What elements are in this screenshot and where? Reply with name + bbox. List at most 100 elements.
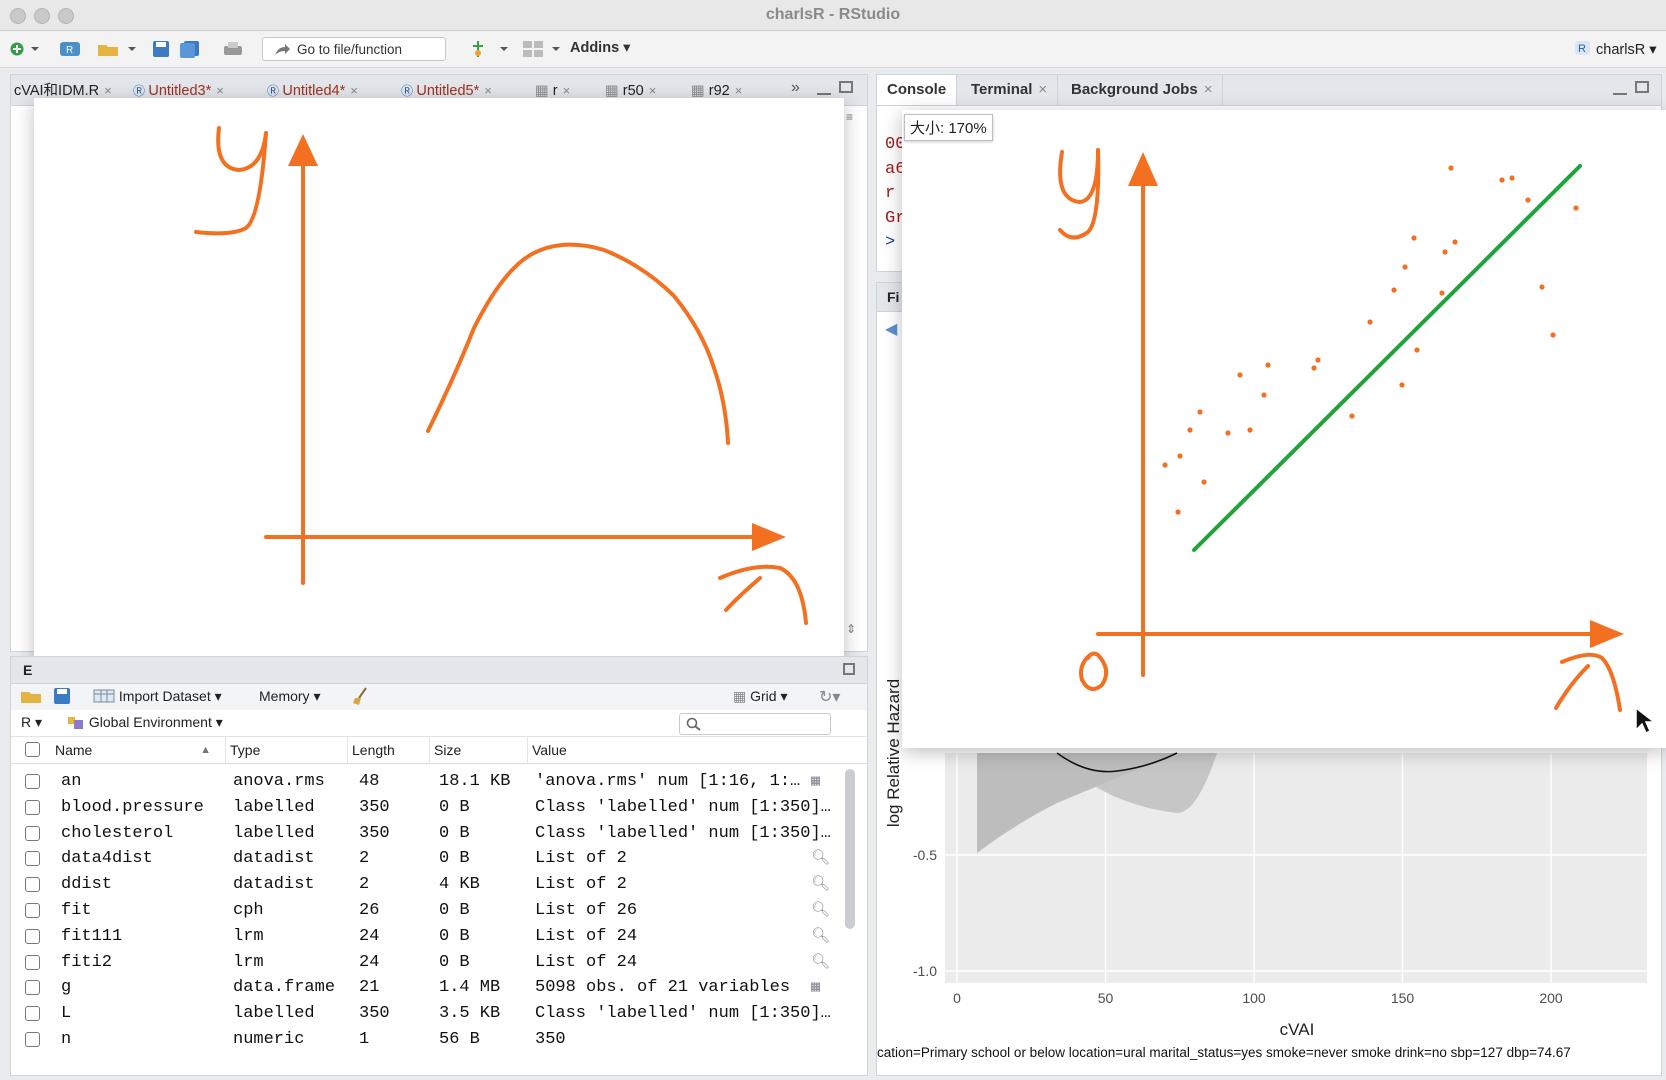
environment-menu[interactable]: Global Environment ▾ [67, 714, 223, 731]
editor-tab-1[interactable]: Ⓡ Untitled3* × [133, 78, 224, 103]
row-checkbox[interactable] [25, 980, 40, 996]
goto-file-input[interactable]: Go to file/function [262, 37, 446, 61]
save-all-button[interactable] [178, 38, 202, 60]
column-header-length[interactable]: Length [347, 737, 424, 763]
table-row[interactable]: an anova.rms 48 18.1 KB 'anova.rms' num [1:1… [11, 769, 837, 796]
close-icon[interactable]: × [562, 83, 571, 98]
scatter-dot [1399, 382, 1405, 388]
magnifier-icon[interactable]: 🔍︎ [811, 850, 831, 868]
grid-view-menu[interactable]: ▦ Grid ▾ [733, 688, 788, 704]
table-icon[interactable]: ▦ [811, 773, 821, 790]
close-icon[interactable]: × [734, 83, 743, 98]
column-header-size[interactable]: Size [429, 737, 522, 763]
back-arrow-icon[interactable]: ◀ [885, 321, 898, 338]
column-header-name[interactable]: Name ▲ [55, 737, 219, 763]
close-icon[interactable]: × [104, 83, 112, 98]
column-header-value[interactable]: Value [527, 737, 832, 763]
maximize-pane-icon[interactable] [843, 663, 855, 675]
y-axis-arrowhead [1128, 152, 1158, 186]
table-row[interactable]: fiti2 lrm 24 0 B List of 24 🔍︎ [11, 950, 837, 977]
row-checkbox[interactable] [25, 1032, 40, 1047]
table-row[interactable]: data4dist datadist 2 0 B List of 2 🔍︎ [11, 846, 837, 873]
column-header-type[interactable]: Type [225, 737, 342, 763]
row-checkbox[interactable] [25, 903, 40, 918]
row-checkbox[interactable] [25, 877, 40, 893]
tab-terminal[interactable]: Terminal × [961, 75, 1059, 105]
close-icon[interactable]: × [648, 83, 657, 98]
zoom-window-button[interactable] [58, 8, 74, 24]
close-icon[interactable]: × [484, 83, 492, 98]
scroll-updown-icon[interactable]: ⇕ [846, 622, 857, 636]
open-folder-icon[interactable] [19, 687, 43, 708]
cell-type: datadist [233, 849, 315, 869]
editor-tab-3[interactable]: Ⓡ Untitled5* × [401, 78, 492, 103]
select-all-checkbox[interactable] [25, 742, 40, 757]
table-row[interactable]: n numeric 1 56 B 350 [11, 1027, 837, 1054]
save-button[interactable] [150, 38, 172, 60]
cell-length: 2 [359, 849, 370, 869]
table-row[interactable]: g data.frame 21 1.4 MB 5098 obs. of 21 varia… [11, 975, 837, 1002]
row-checkbox[interactable] [25, 799, 40, 815]
close-icon[interactable]: × [1203, 81, 1213, 98]
git-button[interactable] [470, 38, 510, 60]
editor-tab-4[interactable]: ▦ r × [535, 78, 570, 103]
tab-console[interactable]: Console [877, 75, 958, 105]
addins-menu[interactable]: Addins ▾ [570, 40, 631, 56]
workspace-panes-button[interactable] [522, 38, 562, 60]
files-tab-stub[interactable]: Fi [887, 289, 900, 305]
tab-background-jobs[interactable]: Background Jobs × [1061, 75, 1224, 105]
sort-ascending-icon: ▲ [200, 744, 211, 756]
minimize-window-button[interactable] [34, 8, 50, 24]
new-project-button[interactable]: R [56, 38, 84, 60]
maximize-pane-icon[interactable] [839, 81, 853, 93]
row-checkbox[interactable] [25, 851, 40, 867]
outline-icon[interactable]: ≡ [846, 110, 854, 124]
maximize-pane-icon[interactable] [1635, 81, 1649, 93]
env-tab-stub[interactable]: E [23, 662, 33, 678]
close-icon[interactable]: × [216, 83, 224, 98]
confidence-band-lower [977, 753, 1177, 853]
table-row[interactable]: fit111 lrm 24 0 B List of 24 🔍︎ [11, 924, 837, 951]
more-tabs-icon[interactable]: » [791, 79, 800, 96]
console-output[interactable]: 00 a6 r Gr > [885, 133, 905, 256]
magnifier-icon[interactable]: 🔍︎ [811, 953, 831, 971]
save-workspace-icon[interactable] [53, 687, 71, 708]
print-button[interactable] [220, 38, 246, 60]
import-dataset-button[interactable]: Import Dataset ▾ [93, 688, 222, 705]
console-tab-strip: Console Terminal × Background Jobs × [877, 75, 1661, 106]
row-checkbox[interactable] [25, 1006, 40, 1022]
cell-name: ddist [61, 875, 113, 895]
close-icon[interactable]: × [1038, 81, 1048, 98]
language-menu[interactable]: R ▾ [21, 714, 43, 730]
editor-tab-2[interactable]: Ⓡ Untitled4* × [267, 78, 358, 103]
row-checkbox[interactable] [25, 954, 40, 970]
magnifier-icon[interactable]: 🔍︎ [811, 876, 831, 894]
table-icon[interactable]: ▦ [811, 979, 821, 997]
editor-tab-6[interactable]: ▦ r92 × [691, 78, 742, 103]
table-row[interactable]: fit cph 26 0 B List of 26 🔍︎ [11, 898, 837, 925]
magnifier-icon[interactable]: 🔍︎ [811, 927, 831, 945]
minimize-pane-icon[interactable] [1613, 83, 1627, 95]
minimize-pane-icon[interactable] [817, 83, 831, 95]
project-menu[interactable]: R charlsR ▾ [1574, 40, 1657, 58]
editor-tab-5[interactable]: ▦ r50 × [605, 78, 656, 103]
row-checkbox[interactable] [25, 825, 40, 841]
close-icon[interactable]: × [350, 83, 358, 98]
editor-tab-0[interactable]: cVAI和IDM.R × [14, 78, 112, 103]
broom-icon[interactable] [351, 686, 371, 709]
new-file-button[interactable] [6, 38, 42, 60]
close-window-button[interactable] [10, 8, 26, 24]
table-row[interactable]: cholesterol labelled 350 0 B Class 'labelled… [11, 821, 837, 848]
env-search-input[interactable] [679, 713, 831, 735]
magnifier-icon[interactable]: 🔍︎ [811, 902, 831, 919]
table-row[interactable]: blood.pressure labelled 350 0 B Class 'label… [11, 795, 837, 822]
memory-menu[interactable]: Memory ▾ [259, 688, 321, 704]
cell-type: anova.rms [233, 772, 325, 791]
refresh-icon[interactable]: ↻▾ [819, 689, 841, 706]
row-checkbox[interactable] [25, 928, 40, 944]
row-checkbox[interactable] [25, 774, 40, 789]
env-scrollbar[interactable] [845, 769, 855, 929]
open-file-button[interactable] [96, 38, 136, 60]
table-row[interactable]: ddist datadist 2 4 KB List of 2 🔍︎ [11, 872, 837, 899]
